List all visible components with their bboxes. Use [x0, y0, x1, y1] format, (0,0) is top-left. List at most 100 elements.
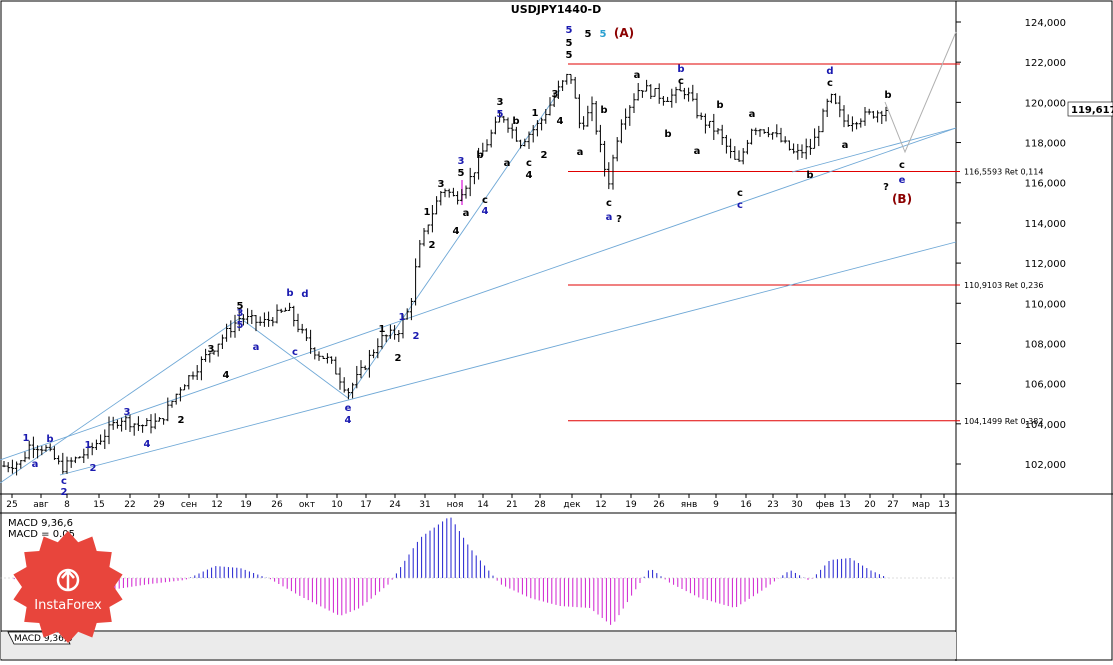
candle [628, 105, 632, 126]
candle [720, 124, 724, 145]
wave-label: 3 [208, 344, 215, 355]
wave-label: 3 [458, 156, 465, 167]
candle [195, 365, 199, 380]
x-tick-label: 14 [477, 500, 489, 510]
candle [812, 128, 817, 149]
wave-label: c [899, 160, 905, 171]
candle [884, 106, 888, 122]
candle [544, 108, 548, 124]
candle [674, 86, 678, 104]
candle [44, 444, 48, 452]
candle [266, 311, 271, 327]
candle [682, 87, 687, 100]
x-tick-label: 22 [124, 500, 135, 510]
indicator-tab-label: MACD 9,36,6 [14, 634, 73, 644]
y-tick-label: 110,000 [1025, 299, 1066, 310]
chart-title: USDJPY1440-D [511, 3, 601, 16]
candle [23, 451, 27, 463]
candle [275, 304, 279, 324]
candle [804, 138, 808, 160]
wave-marker-a: (A) [614, 26, 634, 40]
candle [577, 94, 582, 129]
candle [334, 356, 338, 375]
x-tick-label: 19 [240, 500, 252, 510]
wave-label: 5 [458, 168, 465, 179]
wave-label: b [884, 90, 891, 101]
x-tick-label: 23 [767, 500, 778, 510]
candle [380, 329, 384, 350]
candle [565, 73, 569, 85]
candle [497, 110, 502, 123]
candle [90, 442, 94, 456]
wave-label: a [577, 147, 584, 158]
wave-label: a [694, 146, 701, 157]
candle [161, 418, 166, 425]
candle [31, 436, 36, 459]
wave-label: 4 [482, 206, 489, 217]
candle [783, 136, 787, 144]
wave-label: 5 [237, 301, 244, 312]
candle [19, 459, 23, 469]
candle [40, 445, 44, 456]
wave-label: 3 [237, 308, 244, 319]
x-tick-label: 24 [389, 500, 401, 510]
candle [224, 323, 229, 342]
candle [69, 457, 73, 468]
candle [770, 132, 775, 140]
candle [27, 440, 31, 460]
candle [460, 189, 464, 202]
candle [640, 90, 645, 98]
candle [556, 80, 561, 99]
candle [468, 167, 472, 197]
candle [271, 317, 275, 327]
candle [728, 138, 733, 159]
wave-label: b [716, 100, 723, 111]
candle [825, 98, 829, 118]
candle [829, 93, 834, 104]
candle [376, 338, 380, 359]
candle [863, 106, 867, 126]
wave-label: b [677, 64, 684, 75]
candle [838, 95, 842, 118]
candle [670, 88, 674, 108]
candle [443, 188, 447, 198]
candle [61, 452, 65, 474]
retracement-label: 116,5593 Ret 0,114 [964, 167, 1043, 176]
candle [514, 126, 519, 142]
candle [796, 143, 800, 160]
wave-label: 2 [429, 240, 436, 251]
x-tick-label: 19 [625, 500, 637, 510]
candle [880, 110, 884, 124]
candle [254, 314, 258, 332]
candle [632, 93, 636, 113]
candle [762, 129, 766, 134]
candle [455, 191, 460, 205]
candle [82, 448, 86, 463]
candle [573, 76, 577, 99]
candle [350, 382, 355, 399]
candle [871, 110, 876, 119]
candle [128, 414, 132, 433]
candle [191, 371, 195, 380]
wave-label: 2 [61, 487, 68, 498]
candle [56, 455, 61, 465]
candle [174, 393, 178, 405]
wave-marker-b: (B) [892, 192, 912, 206]
x-tick-label: 26 [271, 500, 283, 510]
candle [170, 400, 174, 408]
candle [94, 439, 99, 451]
wave-label: c [606, 198, 612, 209]
macd-title: MACD 9,36,6 [8, 518, 73, 529]
candle [821, 108, 825, 133]
candle [52, 446, 57, 460]
candle [115, 419, 120, 429]
wave-label: e [899, 175, 906, 186]
candle [506, 117, 510, 133]
candle [279, 308, 283, 314]
candle [313, 347, 317, 360]
candle [510, 123, 514, 139]
x-tick-label: мар [912, 500, 930, 510]
wave-label: a [463, 208, 470, 219]
wave-label: 4 [453, 226, 460, 237]
candle [842, 105, 846, 128]
